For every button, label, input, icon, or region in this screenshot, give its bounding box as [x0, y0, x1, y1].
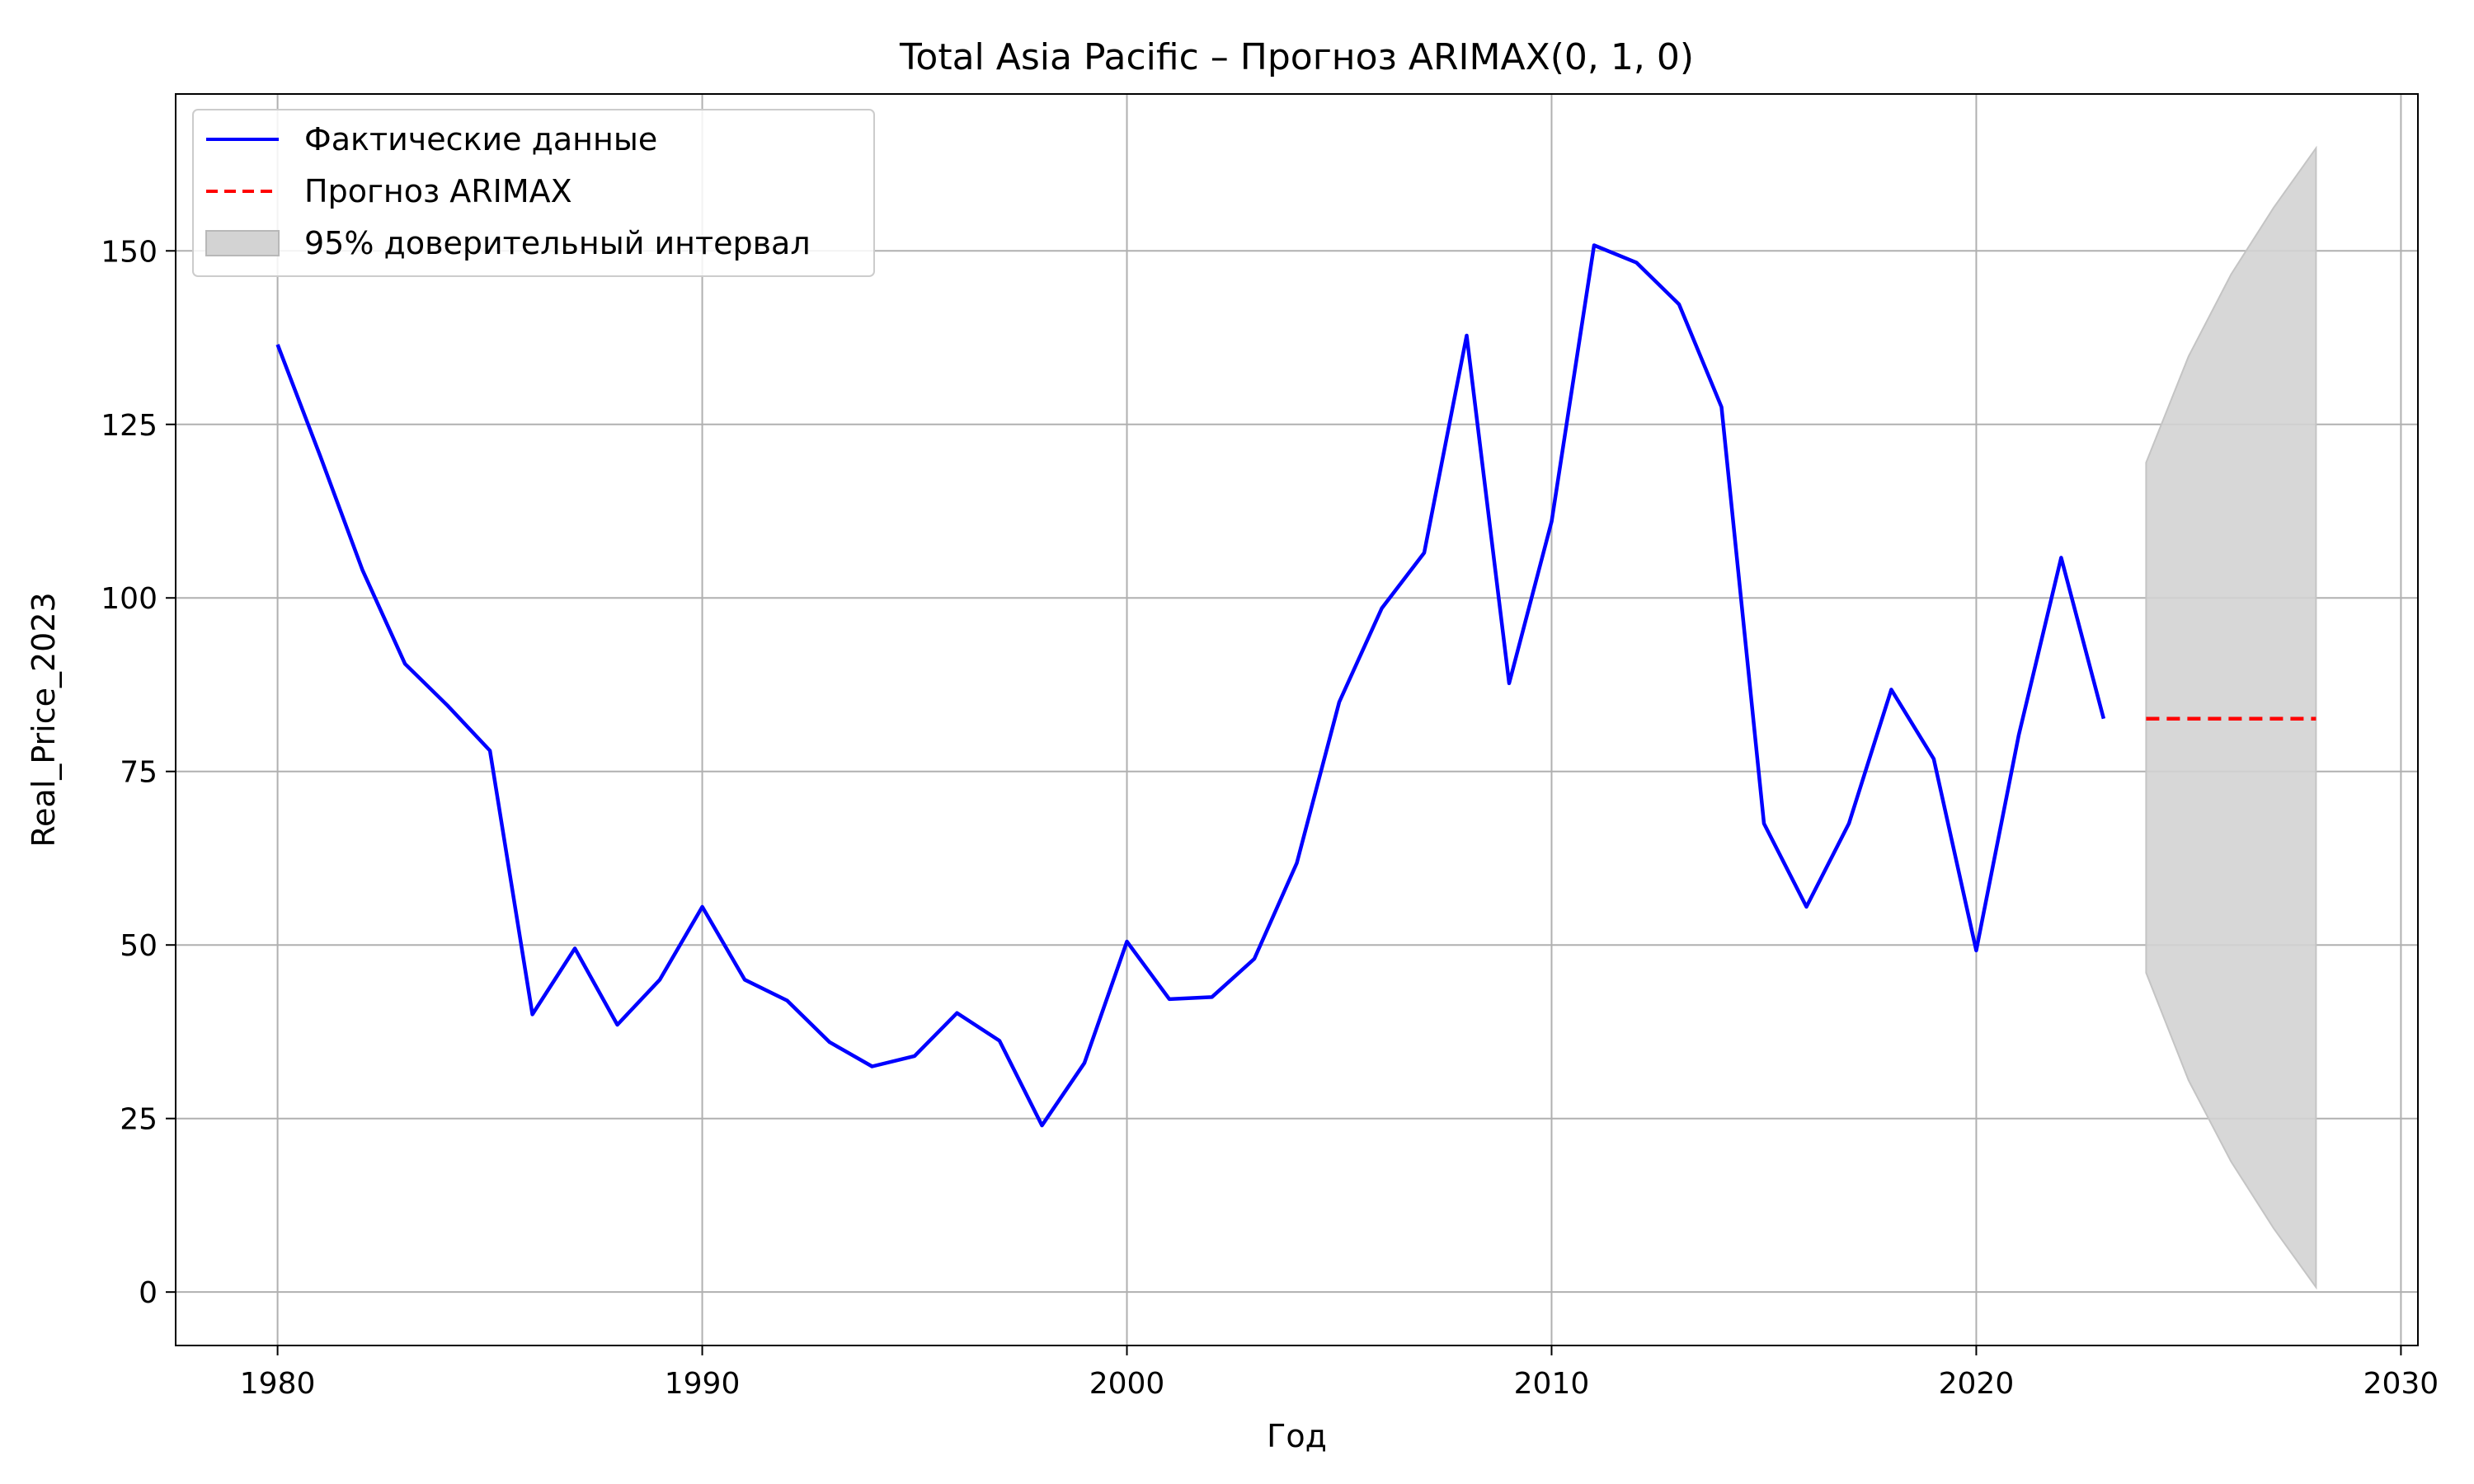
- series-layer: [275, 243, 2316, 1128]
- legend-box: [192, 109, 875, 277]
- chart-title: Total Asia Pacific – Прогноз ARIMAX(0, 1…: [899, 36, 1694, 78]
- y-tick-label: 0: [139, 1276, 158, 1310]
- x-tick-label: 1990: [665, 1367, 741, 1401]
- x-tick-label: 1980: [240, 1367, 316, 1401]
- y-tick-label: 150: [101, 235, 158, 269]
- x-tick-label: 2020: [1939, 1367, 2015, 1401]
- y-tick-label: 50: [120, 929, 158, 963]
- y-tick-label: 100: [101, 582, 158, 616]
- legend-label-interval: 95% доверительный интервал: [304, 225, 811, 261]
- x-tick-label: 2010: [1514, 1367, 1590, 1401]
- y-tick-label: 75: [120, 756, 158, 790]
- y-tick-label: 25: [120, 1103, 158, 1137]
- ticks: 1980 1990 2000 2010 2020 2030 0 25 50 75 100 125 150: [101, 235, 2439, 1401]
- legend-label-forecast: Прогноз ARIMAX: [304, 173, 572, 209]
- grid: [176, 94, 2418, 1345]
- series-line-actual: [275, 243, 2106, 1128]
- x-tick-label: 2000: [1089, 1367, 1165, 1401]
- x-axis-label: Год: [1267, 1418, 1327, 1454]
- plot-frame: [175, 93, 2419, 1346]
- y-tick-label: 125: [101, 409, 158, 443]
- x-tick-label: 2030: [2363, 1367, 2439, 1401]
- legend-label-actual: Фактические данные: [304, 121, 657, 157]
- legend-swatch-interval: [205, 230, 280, 256]
- legend: Фактические данные Прогноз ARIMAX 95% до…: [192, 109, 875, 277]
- y-axis-label: Real_Price_2023: [26, 592, 62, 847]
